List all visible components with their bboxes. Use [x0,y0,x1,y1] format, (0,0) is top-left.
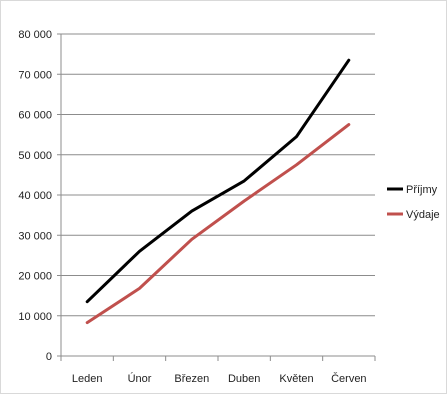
series-lines [85,58,351,325]
x-tick-label: Květen [279,373,313,385]
y-tick-label: 40 000 [18,190,52,202]
series-line-1 [85,58,351,304]
x-tick-labels: Leden Únor Březen Duben Květen Červen [72,372,367,385]
y-tick-labels: 0 10 000 20 000 30 000 40 000 50 000 60 000 70 … [18,29,52,363]
y-tick-label: 10 000 [18,311,52,323]
axes [57,33,376,361]
y-tick-label: 80 000 [18,29,52,41]
y-tick-label: 20 000 [18,271,52,283]
y-tick-label: 60 000 [18,110,52,122]
series-line-2 [85,123,351,325]
y-tick-label: 50 000 [18,150,52,162]
y-tick-label: 0 [46,351,52,363]
y-tick-label: 30 000 [18,230,52,242]
y-tick-label: 70 000 [18,69,52,81]
legend-label: Výdaje [406,209,440,221]
x-tick-label: Duben [228,373,260,385]
x-tick-label: Červen [331,372,366,385]
gridlines [61,33,375,317]
legend: Příjmy Výdaje [387,184,440,221]
x-tick-label: Únor [128,372,152,385]
legend-label: Příjmy [406,184,438,196]
x-tick-label: Březen [174,373,209,385]
x-tick-label: Leden [72,373,103,385]
